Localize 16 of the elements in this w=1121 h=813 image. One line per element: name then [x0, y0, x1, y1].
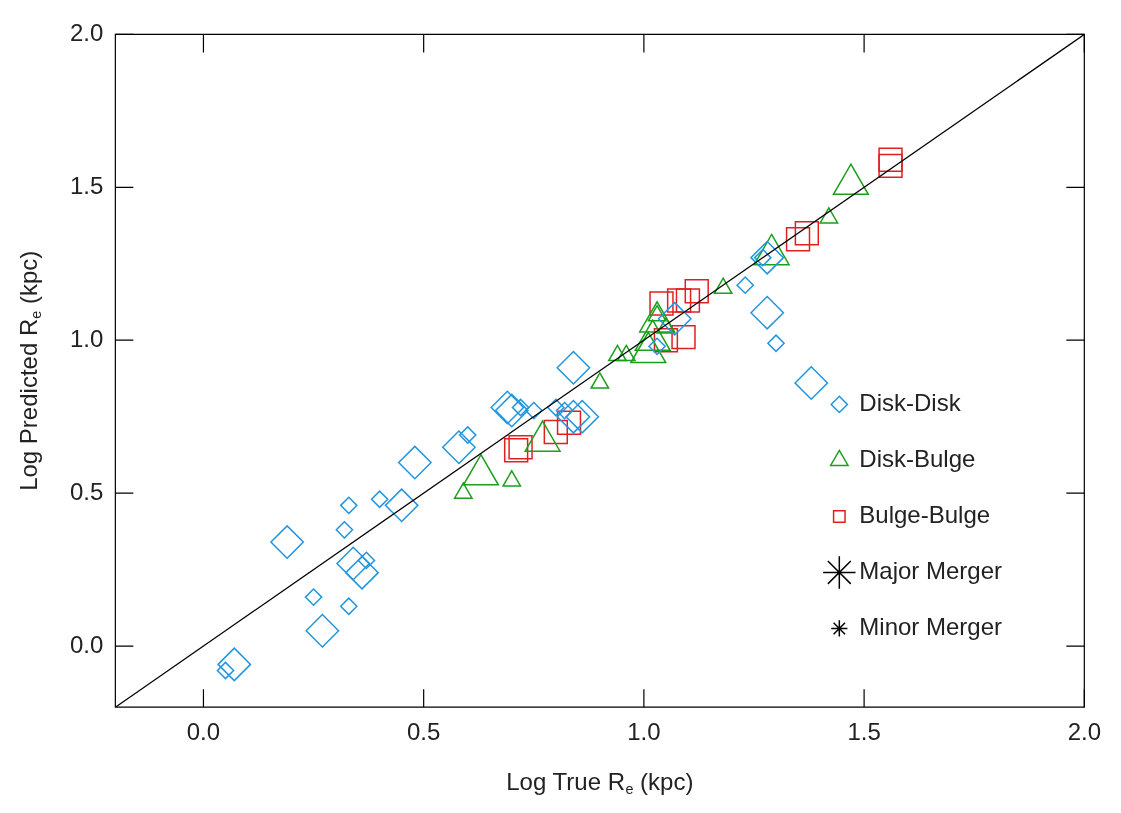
x-tick-label: 1.5 [847, 718, 881, 746]
x-tick-label: 0.5 [406, 718, 441, 746]
y-tick-label: 1.5 [69, 171, 104, 199]
x-tick-label: 0.0 [186, 718, 221, 746]
legend-label: Disk-Disk [859, 389, 962, 417]
legend-label: Bulge-Bulge [859, 501, 991, 529]
x-tick-label: 1.0 [627, 718, 661, 746]
legend-label: Major Merger [859, 557, 1003, 585]
legend-label: Minor Merger [859, 613, 1003, 641]
y-tick-label: 2.0 [69, 19, 104, 47]
y-tick-label: 0.0 [69, 630, 104, 658]
y-tick-label: 1.0 [69, 324, 104, 352]
y-axis-title: Log Predicted Re (kpc) [14, 250, 45, 491]
y-tick-label: 0.5 [69, 477, 104, 505]
legend-label: Disk-Bulge [859, 445, 976, 473]
x-tick-label: 2.0 [1067, 718, 1102, 746]
